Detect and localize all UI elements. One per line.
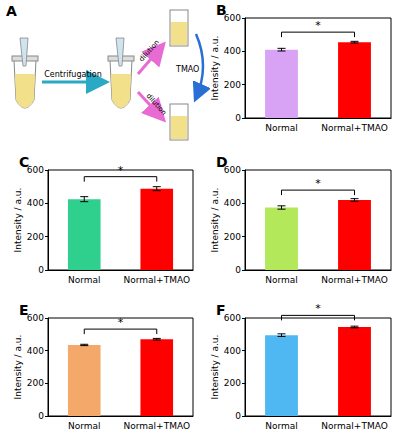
svg-text:600: 600 xyxy=(224,313,241,323)
svg-text:Intensity / a.u.: Intensity / a.u. xyxy=(13,188,23,253)
svg-text:400: 400 xyxy=(27,198,44,208)
svg-text:*: * xyxy=(118,164,124,177)
svg-text:Normal: Normal xyxy=(265,421,298,431)
svg-text:F: F xyxy=(216,302,226,318)
svg-text:400: 400 xyxy=(224,198,241,208)
svg-text:Normal+TMAO: Normal+TMAO xyxy=(124,421,190,431)
svg-text:TMAO: TMAO xyxy=(175,65,199,74)
svg-text:Normal+TMAO: Normal+TMAO xyxy=(321,421,387,431)
svg-text:dilution: dilution xyxy=(138,39,161,64)
svg-text:Centrifugation: Centrifugation xyxy=(44,70,101,79)
svg-text:600: 600 xyxy=(223,165,241,175)
svg-text:Intensity / a.u.: Intensity / a.u. xyxy=(210,188,220,253)
svg-text:600: 600 xyxy=(27,165,44,175)
svg-text:Normal: Normal xyxy=(265,275,298,285)
svg-text:dilution: dilution xyxy=(145,92,168,117)
svg-text:Normal+TMAO: Normal+TMAO xyxy=(321,123,387,133)
svg-text:Normal+TMAO: Normal+TMAO xyxy=(124,275,190,285)
svg-text:Normal: Normal xyxy=(265,123,298,133)
svg-text:400: 400 xyxy=(27,346,44,356)
svg-text:400: 400 xyxy=(224,46,241,56)
svg-text:C: C xyxy=(19,154,29,170)
svg-text:B: B xyxy=(216,2,227,18)
svg-text:*: * xyxy=(315,19,321,32)
svg-text:A: A xyxy=(6,3,17,19)
svg-text:0: 0 xyxy=(235,411,241,421)
svg-text:Normal+TMAO: Normal+TMAO xyxy=(321,275,387,285)
svg-text:*: * xyxy=(118,316,124,329)
svg-text:Normal: Normal xyxy=(68,275,101,285)
svg-text:E: E xyxy=(19,302,29,318)
svg-text:400: 400 xyxy=(224,346,241,356)
svg-text:600: 600 xyxy=(223,13,241,23)
svg-text:D: D xyxy=(216,154,228,170)
svg-text:200: 200 xyxy=(27,378,44,388)
svg-text:0: 0 xyxy=(235,265,241,275)
svg-text:*: * xyxy=(315,177,321,190)
svg-text:600: 600 xyxy=(27,313,44,323)
svg-text:200: 200 xyxy=(224,80,241,90)
svg-text:0: 0 xyxy=(38,411,44,421)
svg-text:*: * xyxy=(315,302,321,315)
svg-text:Intensity / a.u.: Intensity / a.u. xyxy=(210,335,220,400)
svg-text:Intensity / a.u.: Intensity / a.u. xyxy=(13,335,23,400)
svg-text:200: 200 xyxy=(224,232,241,242)
svg-text:0: 0 xyxy=(38,265,44,275)
svg-text:200: 200 xyxy=(224,378,241,388)
svg-text:Normal: Normal xyxy=(68,421,101,431)
svg-text:200: 200 xyxy=(27,232,44,242)
svg-text:Intensity / a.u.: Intensity / a.u. xyxy=(210,36,220,101)
svg-text:0: 0 xyxy=(235,113,241,123)
